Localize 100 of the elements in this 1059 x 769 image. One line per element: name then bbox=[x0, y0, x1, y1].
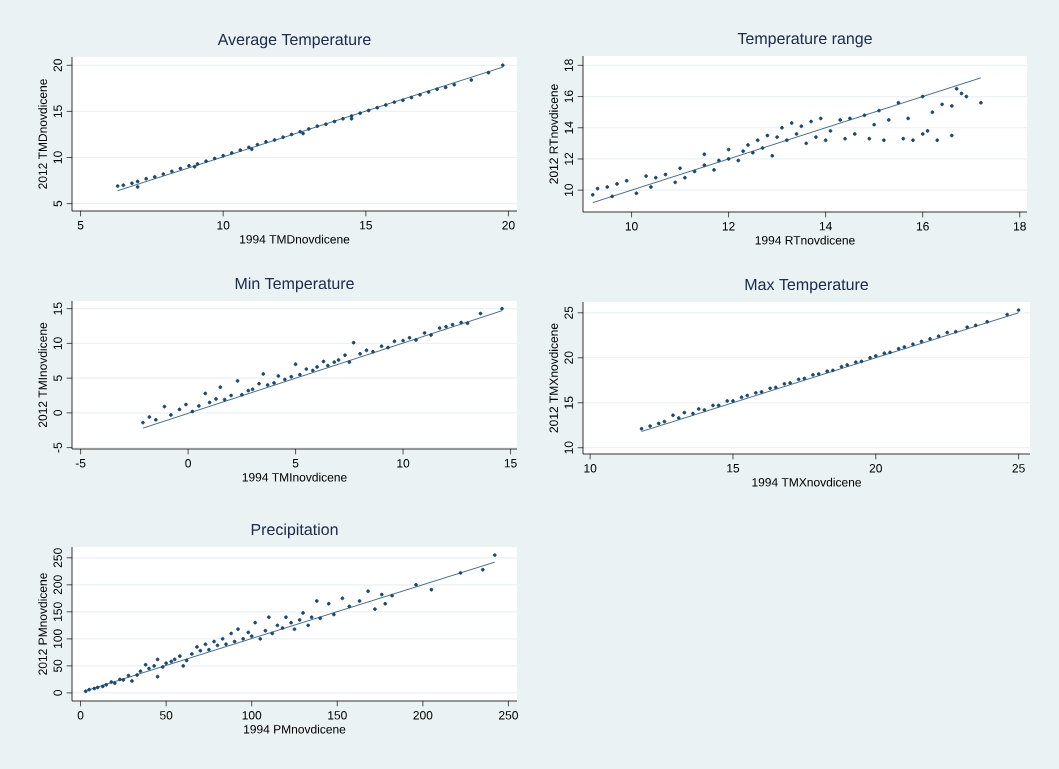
point bbox=[222, 397, 227, 402]
point bbox=[375, 105, 380, 110]
point bbox=[276, 374, 281, 378]
y-tick-label: 25 bbox=[564, 306, 573, 319]
point bbox=[306, 127, 311, 131]
point bbox=[207, 400, 212, 405]
point bbox=[731, 399, 735, 403]
x-axis-title: 1994 TMDnovdicene bbox=[240, 234, 350, 244]
y-tick-label: 15 bbox=[564, 396, 573, 409]
point bbox=[364, 348, 369, 353]
chart-title: Max Temperature bbox=[745, 278, 869, 294]
point bbox=[115, 184, 120, 188]
point bbox=[332, 119, 337, 124]
x-tick-label: 20 bbox=[869, 464, 882, 473]
y-axis-title: 2012 TMInovdicene bbox=[38, 322, 47, 428]
y-tick-label: 12 bbox=[564, 152, 573, 165]
point bbox=[272, 138, 277, 142]
point bbox=[153, 417, 158, 422]
chart-title: Temperature range bbox=[737, 32, 872, 48]
x-tick-label: 12 bbox=[722, 222, 735, 231]
y-tick-label: -5 bbox=[53, 442, 62, 453]
point bbox=[648, 424, 652, 428]
y-tick-label: 15 bbox=[53, 105, 62, 118]
x-tick-label: 20 bbox=[502, 221, 515, 230]
point bbox=[768, 386, 772, 391]
point bbox=[873, 354, 878, 358]
point bbox=[478, 311, 483, 316]
point bbox=[162, 404, 167, 409]
point bbox=[896, 346, 901, 351]
point bbox=[246, 388, 251, 393]
point bbox=[358, 111, 362, 116]
chart-title: Average Temperature bbox=[217, 33, 371, 49]
y-tick-label: 10 bbox=[53, 151, 62, 164]
x-axis-title: 1994 PMnovdicene bbox=[244, 724, 346, 734]
point bbox=[859, 359, 864, 364]
point bbox=[141, 420, 145, 425]
point bbox=[711, 403, 715, 408]
point bbox=[177, 407, 182, 412]
point bbox=[936, 334, 941, 339]
point bbox=[184, 402, 188, 407]
point bbox=[753, 390, 758, 395]
point bbox=[366, 108, 371, 113]
point bbox=[190, 409, 195, 414]
x-tick-label: 0 bbox=[77, 711, 84, 720]
point bbox=[250, 387, 255, 392]
point bbox=[409, 95, 414, 100]
point bbox=[379, 344, 384, 349]
point bbox=[315, 365, 319, 369]
point bbox=[301, 131, 305, 136]
point bbox=[178, 166, 183, 171]
point bbox=[135, 179, 140, 184]
x-tick-label: 10 bbox=[584, 464, 597, 473]
point bbox=[1005, 312, 1010, 317]
point bbox=[902, 345, 907, 349]
point bbox=[945, 330, 950, 335]
point bbox=[845, 363, 850, 367]
point bbox=[816, 372, 821, 376]
y-tick-label: 10 bbox=[564, 183, 573, 196]
x-tick-label: 5 bbox=[292, 459, 299, 468]
x-tick-label: 14 bbox=[819, 222, 832, 231]
point bbox=[249, 147, 254, 152]
point bbox=[289, 374, 294, 379]
point bbox=[221, 153, 226, 158]
point bbox=[716, 403, 721, 408]
point bbox=[426, 90, 431, 94]
point bbox=[796, 377, 801, 382]
point bbox=[341, 116, 345, 121]
point bbox=[802, 376, 807, 381]
point bbox=[347, 360, 352, 365]
x-tick-label: 250 bbox=[499, 711, 518, 720]
point bbox=[121, 183, 126, 188]
x-axis-title: 1994 TMXnovdicene bbox=[752, 477, 861, 487]
x-tick-label: 16 bbox=[916, 222, 929, 231]
point bbox=[437, 326, 442, 330]
x-tick-label: 10 bbox=[397, 459, 410, 468]
x-tick-label: 15 bbox=[360, 221, 372, 230]
point bbox=[662, 419, 667, 424]
y-tick-label: 0 bbox=[53, 690, 62, 696]
point bbox=[811, 372, 815, 377]
y-tick-label: 50 bbox=[53, 659, 62, 673]
point bbox=[452, 82, 457, 87]
point bbox=[161, 172, 166, 176]
point bbox=[407, 335, 412, 340]
y-axis-title: 2012 TMDnovdicene bbox=[38, 79, 47, 189]
point bbox=[985, 319, 990, 324]
point bbox=[500, 306, 504, 311]
point bbox=[169, 169, 174, 174]
point bbox=[745, 393, 750, 398]
point bbox=[218, 385, 223, 390]
point bbox=[371, 349, 375, 354]
point bbox=[839, 364, 844, 369]
y-tick-label: 10 bbox=[564, 441, 573, 454]
point bbox=[773, 385, 778, 390]
point bbox=[332, 360, 337, 365]
point bbox=[401, 338, 405, 343]
point bbox=[500, 63, 505, 68]
point bbox=[928, 337, 932, 341]
point bbox=[130, 181, 134, 186]
point bbox=[831, 368, 835, 373]
point bbox=[825, 369, 830, 374]
